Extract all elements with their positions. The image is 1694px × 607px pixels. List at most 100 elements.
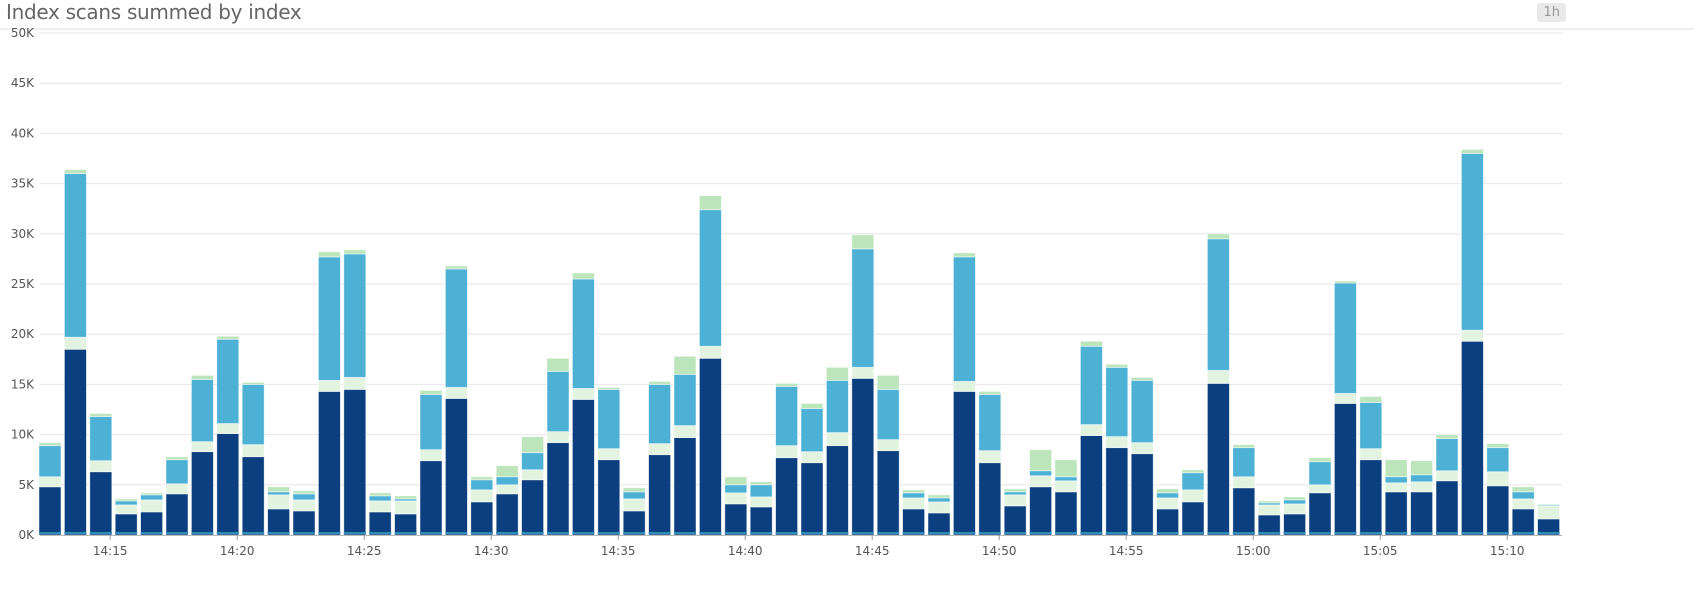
bar-segment [724,476,748,486]
bar-segment [1511,498,1535,510]
bar-segment [317,256,341,381]
bar-segment [38,442,62,447]
bar-base-segment [216,532,239,534]
bar-base-segment [674,532,696,534]
bar-segment [1029,470,1052,477]
bar-segment [368,492,392,497]
bar-base-segment [1080,532,1103,534]
bar-segment [1029,449,1052,472]
bar-segment [1257,504,1281,516]
bar-segment [648,443,671,456]
bar-base-segment [978,532,1001,534]
bar-segment [1054,476,1078,482]
bar-segment [114,504,138,515]
bar-base-segment [699,532,722,534]
bar-segment [267,508,291,536]
bar-segment [190,374,214,380]
bar-base-segment [1410,532,1433,534]
bar-base-segment [851,532,874,534]
bar-segment [927,512,951,536]
header-divider [0,28,1694,30]
bar-segment [419,460,443,536]
bar-segment [1435,480,1459,536]
bar-segment [38,445,62,478]
bar-segment [1334,403,1357,536]
bar-segment [1156,497,1179,510]
bar-base-segment [1258,532,1281,534]
bar-base-segment [1486,532,1509,534]
bar-segment [648,454,671,536]
x-tick-label: 14:50 [982,544,1017,558]
bar-segment [1181,472,1205,491]
bar-segment [267,494,291,510]
bar-segment [394,500,418,515]
bar-segment [140,494,164,501]
bar-segment [800,462,824,536]
bar-segment [1511,491,1535,500]
bar-segment [470,489,494,503]
bar-segment [64,173,87,338]
bar-base-segment [1232,532,1255,534]
bar-segment [622,498,646,512]
bar-base-segment [267,532,290,534]
bar-segment [673,373,697,426]
bar-segment [1486,485,1510,536]
x-tick-label: 14:25 [347,544,382,558]
bar-segment [89,460,113,473]
bar-segment [1283,496,1306,501]
bar-segment [38,486,62,536]
bar-segment [521,436,544,454]
bar-segment [1029,486,1052,536]
bar-segment [572,399,595,536]
bar-segment [470,479,494,491]
bar-base-segment [648,532,671,534]
bar-base-segment [1283,532,1306,534]
bar-segment [317,391,341,536]
bar-segment [1435,438,1459,472]
bar-segment [241,383,265,446]
bar-segment [216,338,240,424]
bar-segment [1410,474,1433,483]
bar-segment [1410,481,1433,493]
bar-segment [546,357,570,372]
bar-segment [1308,457,1332,463]
bar-segment [648,383,671,445]
bar-segment [368,511,392,536]
bar-base-segment [1334,532,1357,534]
bar-segment [800,451,824,464]
bar-base-segment [1461,532,1484,534]
bar-segment [343,376,367,390]
bar-segment [1080,345,1103,425]
x-tick-label: 15:10 [1490,544,1525,558]
bar-segment [1003,505,1027,536]
bar-segment [292,493,316,501]
chart-title: Index scans summed by index [6,0,302,24]
bar-segment [343,249,367,255]
bar-base-segment [826,532,849,534]
bar-base-segment [724,532,747,534]
y-tick-label: 35K [11,177,35,191]
bar-segment [851,234,875,250]
bar-segment [1207,382,1230,536]
x-tick-label: 14:30 [474,544,509,558]
bar-segment [1054,459,1078,478]
bar-segment [1461,149,1484,154]
bar-base-segment [39,532,61,534]
bar-segment [1207,369,1230,384]
bar-segment [1156,492,1179,499]
bar-segment [1334,282,1357,394]
bar-segment [394,513,418,536]
bar-segment [444,265,468,270]
bar-segment [1105,366,1129,438]
bar-base-segment [877,532,900,534]
bar-segment [1435,470,1459,482]
bar-segment [1384,482,1408,493]
bar-segment [927,494,951,499]
bar-segment [902,497,925,510]
bar-segment [394,495,418,500]
bar-segment [1181,469,1205,474]
bar-segment [495,476,519,486]
timeframe-badge[interactable]: 1h [1537,3,1566,22]
bar-segment [749,506,773,536]
